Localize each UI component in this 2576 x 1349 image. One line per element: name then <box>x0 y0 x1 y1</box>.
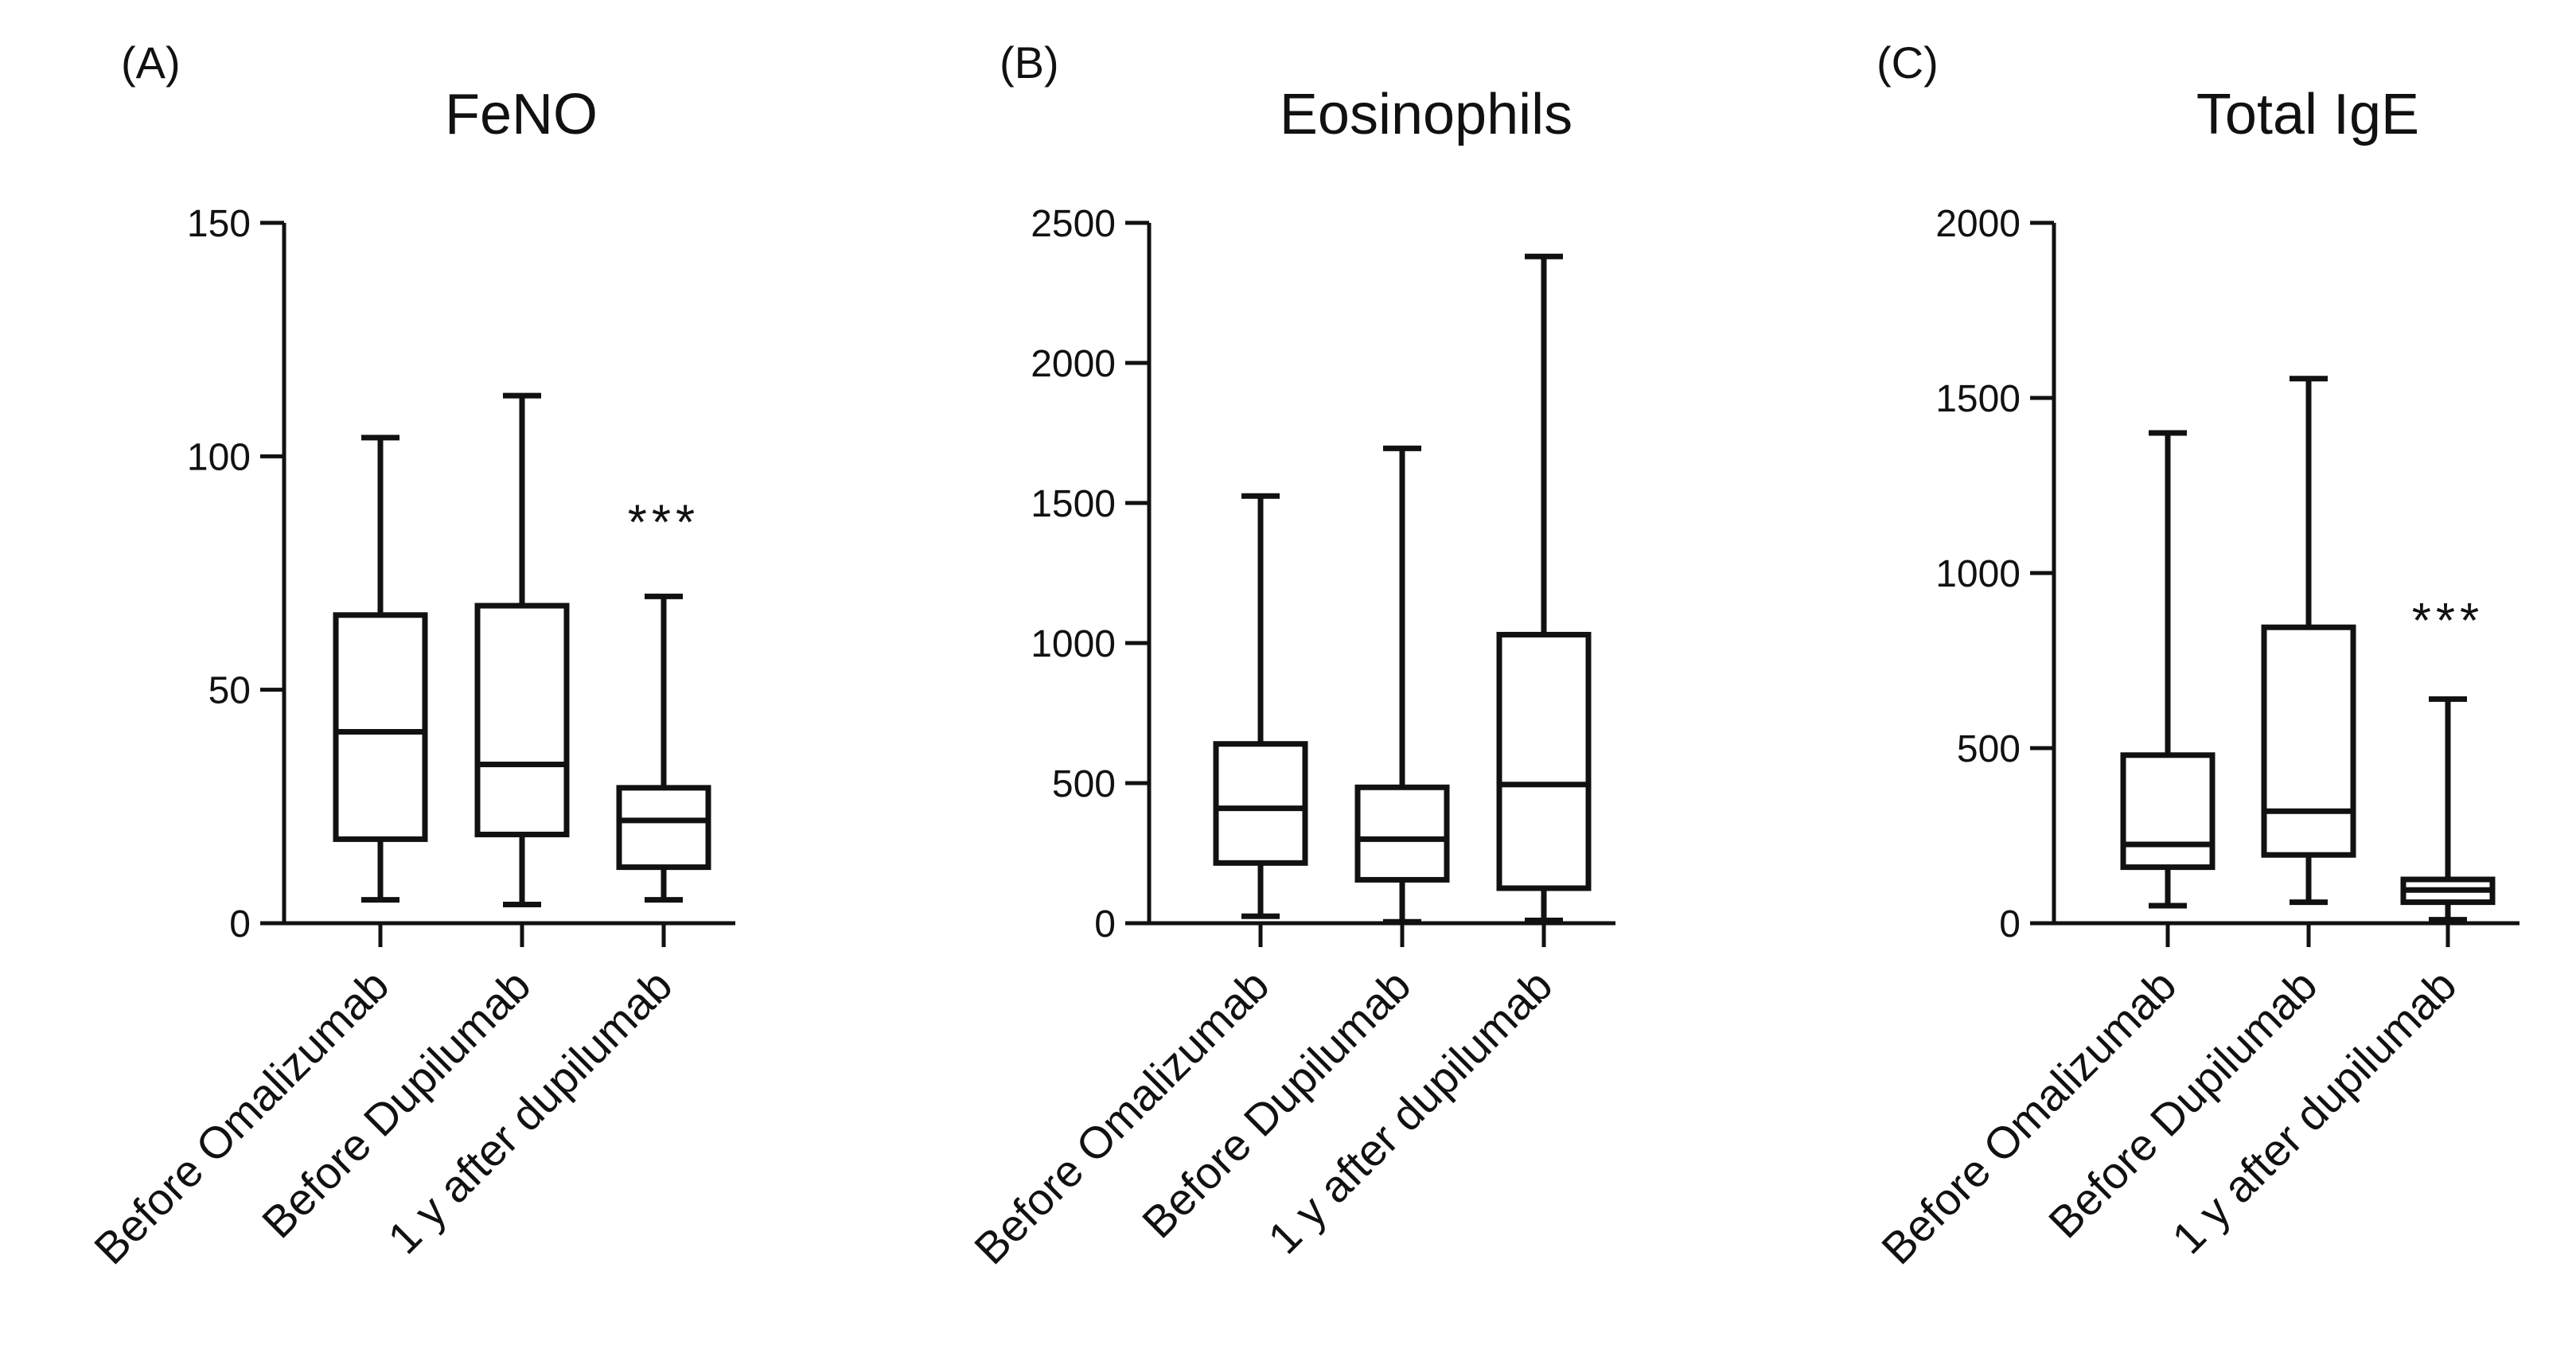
x-tick-label: Before Dupilumab <box>1132 960 1421 1248</box>
panel-label: (A) <box>121 37 181 88</box>
y-tick-label: 150 <box>187 203 251 245</box>
y-tick-label: 2000 <box>1935 203 2021 245</box>
iqr-box <box>2261 624 2356 858</box>
chart-panel-2: (B) Eosinophils 0 500 1000 1500 2000 2500 Before… <box>965 37 1615 1273</box>
y-tick-label: 0 <box>1999 903 2021 945</box>
y-tick-label: 2000 <box>1031 343 1116 385</box>
box-plot-3 <box>616 593 711 903</box>
y-tick-label: 0 <box>229 903 251 945</box>
iqr-box <box>1354 784 1450 883</box>
y-tick-label: 2500 <box>1031 203 1116 245</box>
y-tick-label: 0 <box>1094 903 1116 945</box>
chart-title: FeNO <box>445 83 598 146</box>
iqr-box <box>1213 741 1308 866</box>
box-plot-1 <box>2120 430 2216 909</box>
iqr-box <box>2120 752 2216 871</box>
box-plot-3 <box>2400 696 2496 923</box>
box-plot-2 <box>2261 376 2356 906</box>
panel-label: (C) <box>1876 37 1939 88</box>
iqr-box <box>1496 631 1592 891</box>
y-tick-label: 50 <box>208 670 251 712</box>
significance-marker: *** <box>628 496 700 551</box>
iqr-box <box>616 785 711 871</box>
iqr-box <box>333 612 428 842</box>
box-plot-1 <box>1213 493 1308 919</box>
y-tick-label: 1000 <box>1935 553 2021 595</box>
x-tick-label: Before Dupilumab <box>2039 960 2327 1248</box>
y-tick-label: 1000 <box>1031 623 1116 665</box>
x-tick-label: Before Dupilumab <box>252 960 540 1248</box>
y-tick-label: 500 <box>1957 728 2021 770</box>
significance-marker: *** <box>2412 594 2484 649</box>
y-tick-label: 100 <box>187 436 251 478</box>
box-plot-1 <box>333 435 428 903</box>
chart-title: Total IgE <box>2196 83 2419 146</box>
box-plot-2 <box>474 392 570 908</box>
box-plot-2 <box>1354 445 1450 925</box>
panel-label: (B) <box>1000 37 1059 88</box>
chart-title: Eosinophils <box>1280 83 1572 146</box>
y-tick-label: 1500 <box>1935 378 2021 420</box>
iqr-box <box>474 602 570 838</box>
y-tick-label: 500 <box>1052 763 1116 805</box>
box-plot-3 <box>1496 253 1592 923</box>
y-tick-label: 1500 <box>1031 483 1116 525</box>
